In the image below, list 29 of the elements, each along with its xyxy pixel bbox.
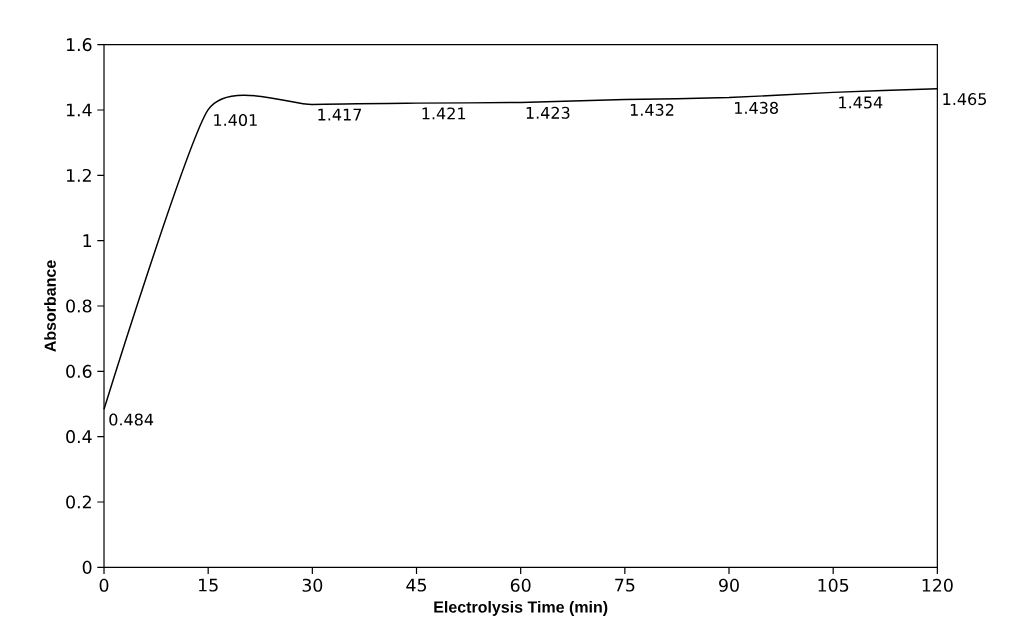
y-tick-label: 0.6	[66, 364, 92, 378]
x-tick-label: 105	[818, 578, 849, 592]
y-tick-label: 1.6	[66, 38, 92, 52]
x-tick-label: 15	[199, 578, 218, 592]
x-tick-label: 75	[615, 578, 635, 592]
x-axis-title: Electrolysis Time (min)	[434, 600, 608, 616]
x-tick-label: 60	[510, 578, 531, 592]
y-tick-label: 1	[83, 234, 92, 247]
data-label: 1.438	[735, 101, 778, 114]
data-label: 1.421	[422, 107, 466, 120]
data-label: 1.465	[943, 93, 987, 106]
data-label: 1.417	[318, 108, 362, 121]
x-tick-label: 120	[922, 578, 953, 592]
y-tick-label: 0	[82, 560, 92, 574]
data-label: 1.432	[630, 103, 674, 116]
x-tick-label: 45	[406, 578, 427, 592]
y-tick-label: 1.4	[66, 103, 92, 117]
y-tick-label: 1.2	[66, 168, 91, 182]
y-tick-label: 0.8	[66, 299, 92, 313]
data-label: 1.423	[526, 106, 570, 119]
x-tick-label: 30	[302, 578, 323, 592]
data-label: 1.401	[214, 113, 257, 127]
x-tick-label: 90	[719, 578, 739, 592]
data-label: 1.454	[839, 96, 883, 109]
y-tick-label: 0.2	[66, 495, 91, 509]
y-axis-title: Absorbance	[44, 260, 56, 352]
data-label: 0.484	[109, 413, 154, 426]
y-tick-label: 0.4	[66, 430, 92, 444]
x-tick-label: 0	[99, 578, 109, 592]
